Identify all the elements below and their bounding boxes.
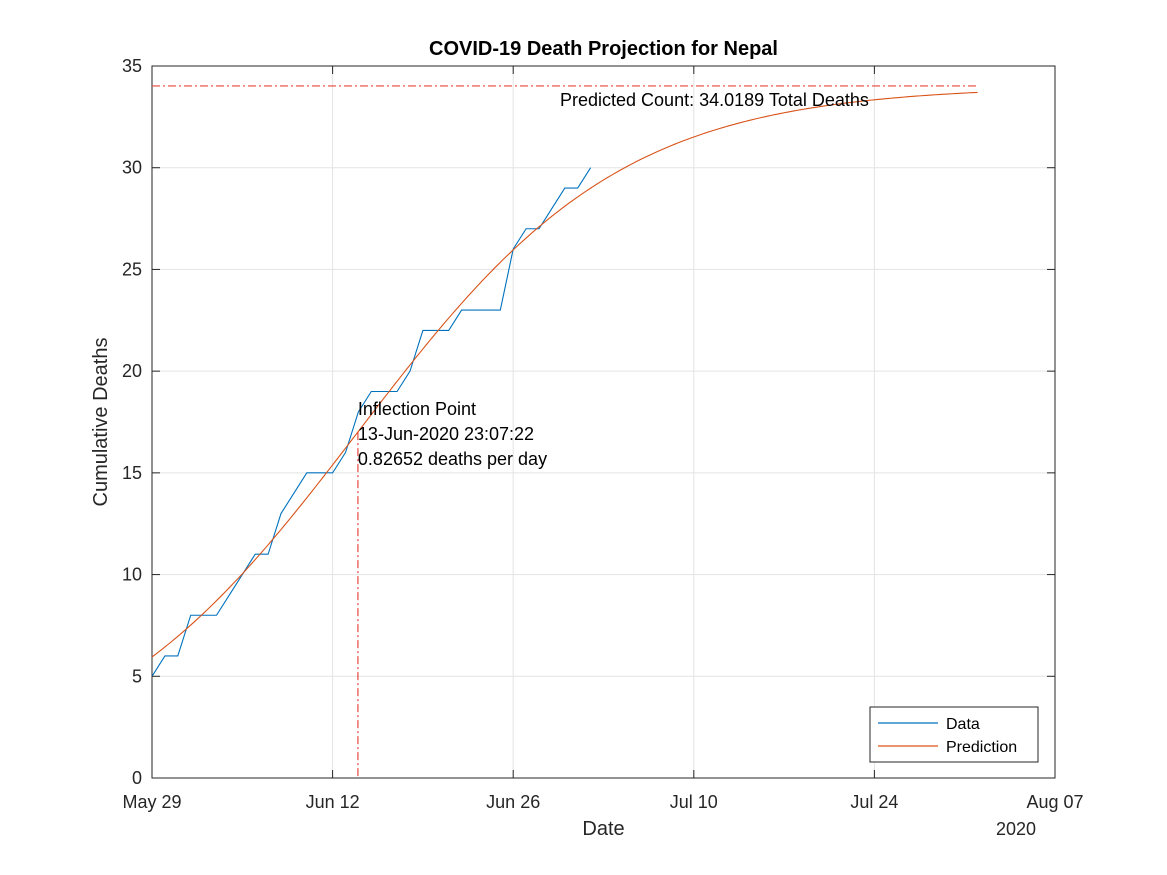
plot-area xyxy=(151,65,1056,779)
legend-box xyxy=(869,706,1039,763)
y-tick-label: 35 xyxy=(122,56,142,76)
y-tick-label: 15 xyxy=(122,463,142,483)
y-tick-label: 20 xyxy=(122,361,142,381)
grid xyxy=(152,66,1055,778)
x-tick-label: Aug 07 xyxy=(1026,792,1083,812)
y-tick-label: 30 xyxy=(122,158,142,178)
legend-entry-prediction: Prediction xyxy=(946,739,1017,756)
x-tick-label: Jun 26 xyxy=(486,792,540,812)
inflection-label-rate: 0.82652 deaths per day xyxy=(358,449,547,469)
annotation-layer xyxy=(152,85,978,778)
x-tick-label: Jul 24 xyxy=(850,792,898,812)
x-axis-year-label: 2020 xyxy=(996,819,1036,839)
y-tick-label: 5 xyxy=(132,666,142,686)
series-layer xyxy=(151,91,978,677)
legend: Data Prediction xyxy=(869,706,1039,763)
legend-entry-data: Data xyxy=(946,716,980,733)
inflection-label-title: Inflection Point xyxy=(358,399,476,419)
y-tick-label: 10 xyxy=(122,565,142,585)
x-axis-label: Date xyxy=(582,818,624,840)
inflection-label-datetime: 13-Jun-2020 23:07:22 xyxy=(358,424,534,444)
y-tick-label: 25 xyxy=(122,259,142,279)
prediction-line xyxy=(151,91,978,658)
x-tick-label: May 29 xyxy=(122,792,181,812)
data-line xyxy=(151,167,592,677)
y-axis-label: Cumulative Deaths xyxy=(90,338,112,507)
y-tick-label: 0 xyxy=(132,768,142,788)
ticks-layer: May 29 Jun 12 Jun 26 Jul 10 Jul 24 Aug 07 0 5 10… xyxy=(122,56,1084,812)
x-tick-label: Jun 12 xyxy=(306,792,360,812)
chart-title: COVID-19 Death Projection for Nepal xyxy=(429,38,778,60)
x-tick-label: Jul 10 xyxy=(670,792,718,812)
predicted-count-label: Predicted Count: 34.0189 Total Deaths xyxy=(560,90,869,110)
